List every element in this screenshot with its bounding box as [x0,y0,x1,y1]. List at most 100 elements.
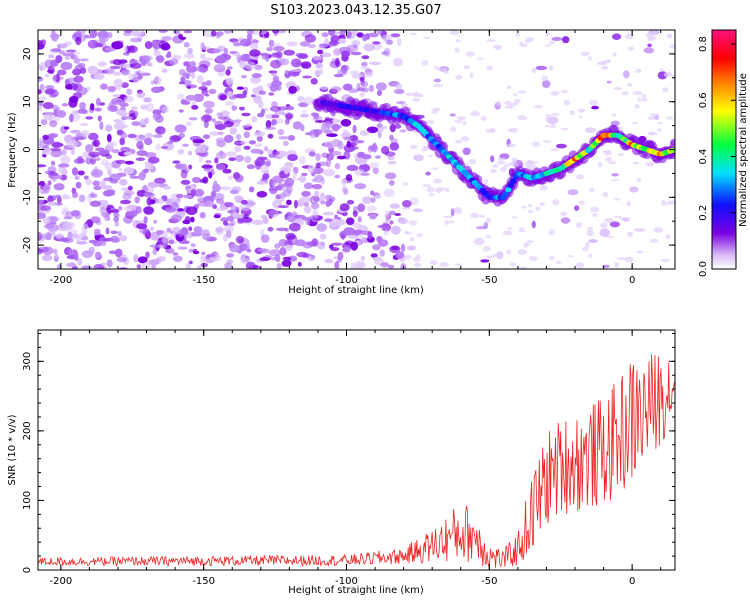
spectrogram-speckle [136,264,142,269]
spectrogram-speckle [286,41,298,47]
spectrogram-speckle [264,126,276,131]
snr-frame [37,329,676,571]
spectrogram-speckle [269,188,278,192]
spectrogram-speckle [362,196,373,204]
spectrogram-speckle [214,157,219,164]
spectrogram-speckle [325,200,331,207]
spectrogram-speckle [404,254,412,260]
spectrogram-speckle [210,191,216,197]
spectrogram-speckle [405,92,415,97]
spectrogram-speckle [445,188,450,192]
spectrogram-speckle [482,245,491,252]
spectrogram-speckle [343,188,349,195]
spectrogram-speckle [193,93,205,103]
spectrogram-speckle [116,257,128,263]
spectrogram-speckle [228,157,236,162]
spectrogram-speckle [613,86,623,91]
colorbar-tick-label: 0.4 [698,149,709,165]
spectrogram-speckle [346,164,359,171]
snr-y-tick-label: 300 [22,352,33,371]
spectrogram-speckle [326,133,338,138]
spectrogram-speckle [52,177,57,182]
spectrogram-speckle [389,142,400,151]
spectrogram-speckle [66,262,77,268]
spectrogram-speckle [632,90,643,96]
spectrogram-speckle [191,105,199,110]
spectrogram-speckle [468,158,477,165]
spectrogram-speckle [92,180,100,187]
spectrogram-speckle [208,88,217,95]
spectrogram-speckle [357,216,362,223]
spectrogram-speckle [368,85,375,92]
spectrogram-speckle [251,219,263,225]
spectrogram-speckle [350,241,359,251]
spectrogram-speckle [647,43,652,47]
spectrogram-speckle [286,199,292,206]
spectrogram-speckle [147,186,154,193]
spectrogram-speckle [363,71,374,78]
spectrogram-speckle [359,92,365,98]
spectrogram-speckle [287,255,298,262]
spectrogram-speckle [223,30,232,34]
spectrogram-speckle [135,206,142,214]
spectrogram-speckle [283,166,290,175]
spectrogram-speckle [233,40,240,47]
spectrogram-speckle [375,194,381,199]
spectrogram-speckle [190,72,196,79]
spectrogram-speckle [38,164,47,168]
spectrogram-speckle [609,221,621,228]
spectrogram-speckle [186,85,191,90]
spectrogram-speckle [127,133,137,139]
spectrogram-speckle [294,239,306,247]
spectrogram-speckle [188,164,193,170]
spectrogram-noise-field [38,30,675,269]
spectrogram-speckle [381,222,389,228]
spectrogram-speckle [57,69,67,76]
spectrogram-speckle [301,217,313,221]
spectrogram-speckle [342,129,349,137]
spectrogram-speckle [158,30,168,33]
figure-title: S103.2023.043.12.35.G07 [270,3,441,18]
spectrogram-speckle [338,38,347,44]
spectrogram-speckle [310,78,318,85]
spectrogram-speckle [46,232,52,241]
spectrogram-speckle [147,156,160,164]
spectrogram-speckle [224,134,234,143]
spectrogram-speckle [47,195,54,203]
spectrogram-speckle [531,220,536,229]
spectrogram-speckle [90,168,103,178]
spectrogram-speckle [271,80,282,87]
spectrogram-speckle [577,108,586,112]
spectrogram-speckle [241,112,251,117]
spectrogram-speckle [144,117,150,124]
spectrogram-speckle [401,207,412,210]
spectrogram-speckle [199,212,206,219]
spectrogram-speckle [156,55,165,63]
spectrogram-speckle [124,205,135,212]
spectrogram-speckle [143,206,155,215]
spectrogram-speckle [114,248,123,258]
spectrogram-speckle [388,180,395,186]
spectrogram-speckle [588,253,593,258]
spectrogram-speckle [234,119,242,123]
spectrogram-speckle [149,226,155,232]
spectrogram-speckle [230,205,237,213]
spectrogram-speckle [424,120,435,125]
spectrogram-speckle [220,110,230,117]
spectrogram-speckle [267,133,274,139]
spectrogram-speckle [153,219,158,224]
spectrogram-speckle [606,80,612,84]
spectrogram-speckle [235,235,245,244]
spectrogram-speckle [277,182,283,190]
snr-x-tick-label: -150 [192,576,215,587]
spectrogram-speckle [574,205,580,211]
spectrogram-speckle [663,72,670,77]
spectrogram-speckle [239,60,246,69]
spectrogram-speckle [376,30,383,35]
spectrogram-speckle [197,265,202,269]
spectrogram-speckle [420,148,428,152]
spectrogram-speckle [378,237,384,242]
spectrogram-speckle [85,116,94,120]
spectrogram-speckle [257,112,265,118]
spectrogram-speckle [551,36,563,41]
